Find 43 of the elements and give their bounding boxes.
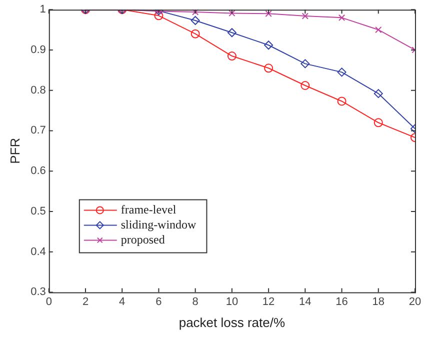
legend-label: sliding-window <box>120 217 197 232</box>
x-tick-label: 14 <box>299 296 312 308</box>
point <box>228 10 236 17</box>
y-tick-label: 0.8 <box>30 84 46 96</box>
point <box>190 16 200 25</box>
x-tick-label: 16 <box>336 296 348 308</box>
x-tick-label: 20 <box>408 296 422 308</box>
point <box>375 26 382 34</box>
point <box>337 96 346 106</box>
point <box>337 68 346 77</box>
y-tick-label: 0.9 <box>30 44 46 56</box>
x-tick-label: 2 <box>82 296 89 308</box>
point <box>192 10 199 16</box>
point <box>227 28 236 38</box>
legend-label: proposed <box>120 232 165 246</box>
x-axis-title: packet loss rate/% <box>178 314 286 330</box>
x-tick-label: 12 <box>262 296 275 308</box>
point <box>300 81 310 90</box>
x-tick-label: 6 <box>156 296 162 308</box>
y-axis-title: PFR <box>7 138 22 164</box>
point <box>265 10 272 17</box>
x-tick-label: 10 <box>226 296 238 308</box>
point <box>154 11 164 20</box>
y-tick-label: 0.6 <box>30 165 46 178</box>
y-tick-label: 0.7 <box>30 124 46 137</box>
point <box>264 64 274 73</box>
point <box>190 29 200 38</box>
x-tick-label: 8 <box>192 296 198 308</box>
y-tick-label: 0.5 <box>30 205 46 218</box>
point <box>374 89 383 98</box>
point <box>227 52 236 61</box>
point <box>302 12 308 20</box>
point <box>300 59 310 68</box>
y-tick-label: 0.4 <box>30 246 46 258</box>
point <box>374 118 383 128</box>
point <box>338 14 346 22</box>
legend-label: frame-level <box>120 202 177 216</box>
y-tick-label: 1 <box>40 4 46 16</box>
point <box>264 40 274 50</box>
y-tick-label: 0.3 <box>30 286 46 298</box>
x-tick-label: 0 <box>46 296 52 308</box>
x-tick-label: 18 <box>372 296 385 308</box>
x-tick-label: 4 <box>119 296 126 308</box>
